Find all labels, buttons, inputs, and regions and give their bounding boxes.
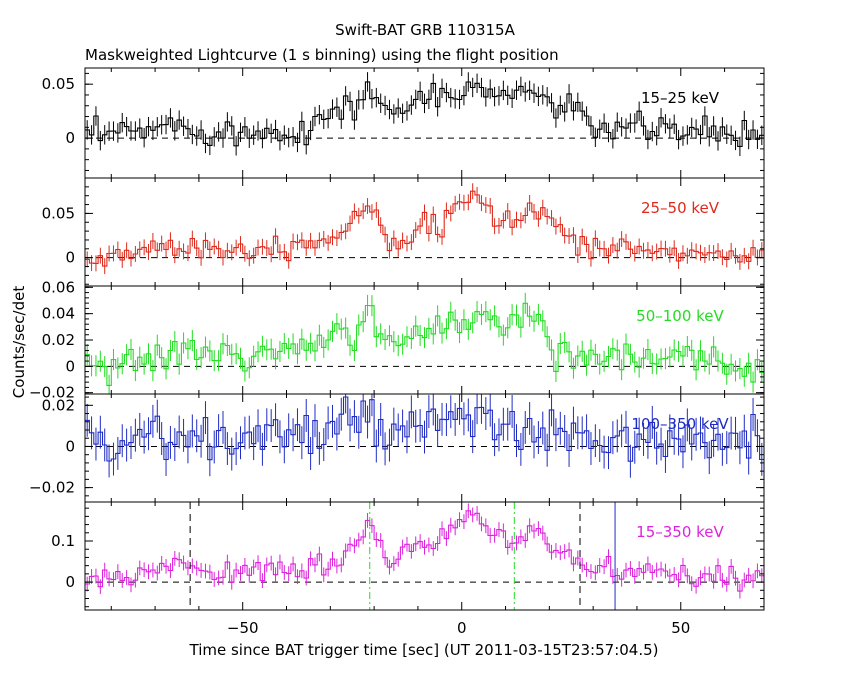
chart-title: Swift-BAT GRB 110315A: [335, 21, 515, 39]
panel-2: 0 0.05 25–50 keV: [42, 177, 765, 287]
series-line: [85, 396, 764, 462]
band-label: 15–350 keV: [636, 523, 724, 541]
series-line: [85, 510, 764, 592]
chart-subtitle: Maskweighted Lightcurve (1 s binning) us…: [85, 46, 559, 64]
x-tick-label: 50: [671, 619, 690, 637]
panel-5: 0 0.1 15–350 keV: [51, 501, 765, 611]
error-bars: [86, 183, 763, 275]
y-tick-label: 0.02: [42, 331, 75, 349]
series-line: [85, 190, 764, 267]
error-bars: [86, 503, 763, 599]
band-label: 50–100 keV: [636, 307, 724, 325]
y-tick-label: 0.02: [42, 396, 75, 414]
band-label: 15–25 keV: [641, 89, 720, 107]
x-tick-label: 0: [457, 619, 467, 637]
error-bars: [86, 72, 763, 157]
y-tick-label: 0: [65, 437, 75, 455]
band-label: 100–350 keV: [631, 415, 729, 433]
error-bars: [86, 394, 763, 478]
y-tick-label: 0.05: [42, 204, 75, 222]
panel-3: −0.02 0 0.02 0.04 0.06 50–100 keV: [29, 278, 765, 402]
y-tick-label: 0.1: [51, 532, 75, 550]
y-tick-label: 0: [65, 249, 75, 267]
y-tick-label: 0.04: [42, 305, 75, 323]
y-tick-label: −0.02: [29, 384, 75, 402]
panel-1: 0 0.05 15–25 keV: [42, 67, 765, 179]
y-tick-label: 0.06: [42, 278, 75, 296]
panels-group: 0 0.05 15–25 keV 0 0.05 25–50 keV −0.02 0 0.02 0.…: [29, 67, 765, 637]
x-tick-label: −50: [227, 619, 259, 637]
y-tick-label: 0: [65, 573, 75, 591]
panel-frame: [84, 67, 765, 179]
series-line: [85, 302, 764, 386]
band-label: 25–50 keV: [641, 199, 720, 217]
y-tick-label: 0: [65, 129, 75, 147]
x-axis-label: Time since BAT trigger time [sec] (UT 20…: [189, 641, 659, 659]
panel-4: −0.02 0 0.02 100–350 keV: [29, 393, 765, 503]
panel-frame: [84, 501, 765, 611]
y-tick-label: 0.05: [42, 75, 75, 93]
panel-frame: [84, 177, 765, 287]
series-line: [85, 81, 764, 147]
y-tick-label: 0: [65, 357, 75, 375]
y-axis-label: Counts/sec/det: [10, 286, 28, 399]
y-tick-label: −0.02: [29, 479, 75, 497]
